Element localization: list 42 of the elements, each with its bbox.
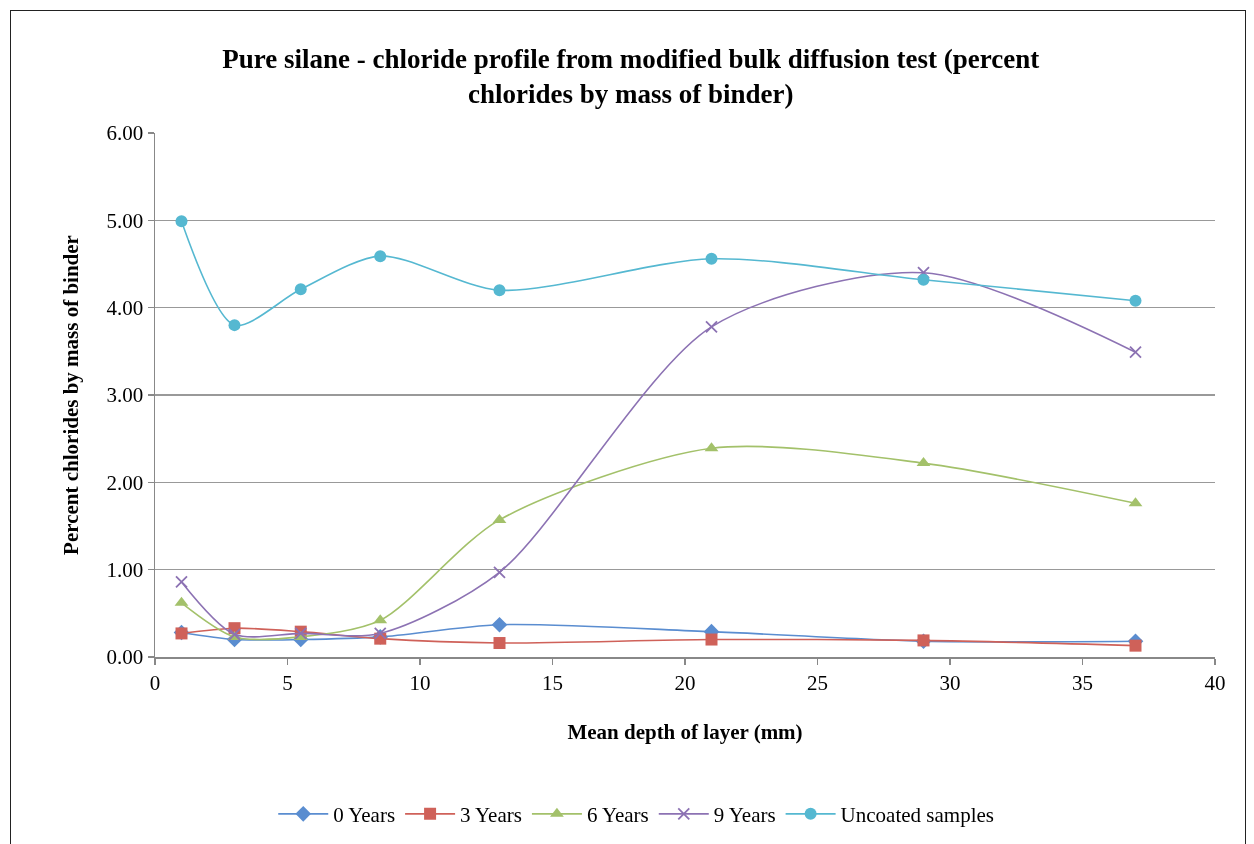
- x-tick-label: 25: [807, 670, 828, 695]
- x-tick-label: 0: [149, 670, 161, 695]
- point: [705, 320, 718, 334]
- y-tick-label: 5.00: [106, 208, 144, 233]
- point: [228, 319, 241, 332]
- legend-label: 6 Years: [586, 803, 649, 828]
- y-tick-label: 2.00: [106, 470, 144, 495]
- point: [917, 273, 930, 286]
- x-tick-label: 10: [409, 670, 431, 695]
- x-tick-label: 20: [674, 670, 696, 695]
- point: [493, 637, 506, 650]
- point: [493, 284, 506, 297]
- x-tick-label: 30: [939, 670, 961, 695]
- y-tick-label: 1.00: [106, 558, 144, 583]
- y-tick-label: 6.00: [106, 121, 144, 146]
- y-axis-title: Percent chlorides by mass of binder: [58, 235, 83, 555]
- legend-label: 0 Years: [333, 803, 396, 828]
- x-tick-label: 40: [1204, 670, 1226, 695]
- point: [294, 283, 307, 296]
- point: [1129, 639, 1142, 652]
- x-tick-label: 5: [282, 670, 293, 695]
- point: [1129, 294, 1142, 307]
- legend-label: 9 Years: [713, 803, 776, 828]
- point: [491, 616, 508, 633]
- point: [705, 252, 718, 265]
- y-tick-label: 4.00: [106, 296, 144, 321]
- y-tick-label: 3.00: [106, 383, 144, 408]
- point: [1129, 345, 1142, 359]
- legend-label: Uncoated samples: [840, 803, 994, 828]
- x-axis-title: Mean depth of layer (mm): [567, 719, 803, 744]
- x-tick-label: 15: [542, 670, 563, 695]
- y-tick-label: 0.00: [106, 645, 144, 670]
- x-tick-label: 35: [1072, 670, 1093, 695]
- point: [374, 250, 387, 263]
- point: [493, 565, 506, 579]
- point: [705, 633, 718, 646]
- legend-label: 3 Years: [460, 803, 522, 828]
- point: [175, 215, 188, 228]
- point: [917, 266, 930, 280]
- point: [175, 575, 188, 589]
- chart-title: Pure silane - chloride profile from modified bulk diffusion test (percent chlorides by mass of binder): [222, 43, 1040, 109]
- point: [373, 627, 387, 640]
